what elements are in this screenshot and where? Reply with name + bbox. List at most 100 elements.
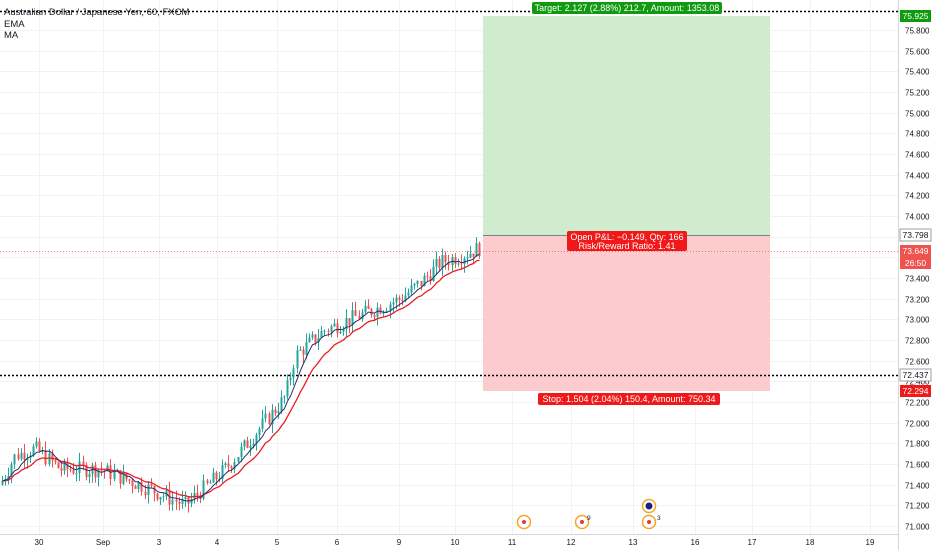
price-ticks: 75.800 75.600 75.400 75.200 75.000 74.800 74.6…	[905, 27, 930, 532]
candle-body	[159, 497, 162, 500]
entry-price-text: 73.798	[903, 230, 929, 240]
candle-body	[469, 253, 472, 258]
candle-body	[249, 445, 252, 448]
candle-body	[196, 492, 199, 496]
candle-body	[209, 482, 212, 484]
target-price-marker	[900, 10, 931, 22]
time-tick-label: 5	[275, 538, 280, 547]
candle-body	[376, 307, 379, 317]
candle-body	[240, 446, 243, 458]
candle-body	[385, 310, 388, 312]
price-axis[interactable]	[898, 0, 932, 550]
candle-body	[426, 275, 429, 277]
candle-body	[364, 305, 367, 313]
time-tick-label: 19	[866, 538, 875, 547]
candle-body	[330, 326, 333, 332]
candle-body	[435, 258, 438, 267]
candle-body	[26, 457, 29, 461]
candle-body	[17, 454, 20, 460]
candle-body	[336, 323, 339, 334]
stop-line-marker	[899, 368, 932, 382]
time-tick-label: 17	[748, 538, 757, 547]
candle-body	[323, 330, 326, 332]
candle-body	[472, 253, 475, 257]
candle-body	[51, 453, 54, 461]
candle-body	[94, 465, 97, 478]
stop-label-bg	[538, 393, 720, 405]
candle-body	[57, 462, 60, 469]
candle-body	[44, 450, 47, 465]
event-dot	[522, 520, 526, 524]
candle-body	[243, 440, 246, 447]
price-tick-label: 72.400	[905, 378, 930, 387]
candle-body	[342, 329, 345, 332]
candle-body	[175, 499, 178, 502]
candle-body	[277, 411, 280, 414]
legend-ma[interactable]: MA	[4, 30, 19, 41]
candle-body	[264, 413, 267, 419]
price-tick-label: 72.200	[905, 399, 930, 408]
candle-body	[475, 243, 478, 257]
candle-body	[75, 472, 78, 474]
candle-body	[413, 283, 416, 286]
time-tick-label: 11	[508, 538, 517, 547]
legend-ema[interactable]: EMA	[4, 18, 25, 30]
candle-body	[296, 350, 299, 369]
candle-body	[147, 484, 150, 495]
candle-body	[131, 480, 134, 487]
price-tick-label: 73.400	[905, 275, 930, 284]
candle-body	[100, 470, 103, 472]
candle-body	[10, 464, 13, 476]
candle-body	[237, 457, 240, 463]
time-tick-label: 4	[215, 538, 220, 547]
profit-zone[interactable]	[483, 16, 770, 235]
price-tick-label: 71.200	[905, 502, 930, 511]
candle-body	[268, 413, 271, 425]
candle-body	[348, 318, 351, 326]
candle-body	[48, 453, 51, 465]
price-tick-label: 74.400	[905, 172, 930, 181]
price-tick-label: 71.400	[905, 482, 930, 491]
current-price-text: 73.649	[903, 246, 929, 256]
candle-body	[407, 292, 410, 296]
candle-body	[171, 499, 174, 505]
candle-body	[420, 280, 423, 287]
price-tick-label: 75.400	[905, 68, 930, 77]
candle-body	[82, 461, 85, 466]
price-tick-label: 75.200	[905, 89, 930, 98]
candle-body	[178, 501, 181, 504]
time-tick-label: 3	[157, 538, 162, 547]
candle-body	[345, 318, 348, 330]
candle-body	[466, 257, 469, 259]
candle-body	[392, 302, 395, 305]
candle-body	[38, 441, 41, 452]
chart-title[interactable]: Australian Dollar / Japanese Yen, 60, FX…	[4, 7, 190, 18]
candle-body	[212, 472, 215, 483]
candle-body	[351, 310, 354, 326]
time-tick-label: 10	[451, 538, 460, 547]
loss-zone[interactable]	[483, 235, 770, 391]
candle-body	[361, 312, 364, 319]
chart-legend: Australian Dollar / Japanese Yen, 60, FX…	[4, 7, 189, 42]
candle-body	[140, 481, 143, 492]
candle-body	[478, 243, 481, 257]
price-tick-label: 75.000	[905, 110, 930, 119]
event-markers[interactable]: 9 3	[516, 498, 662, 530]
candle-body	[72, 469, 75, 474]
candle-body	[144, 491, 147, 495]
price-tick-label: 71.600	[905, 461, 930, 470]
risk-reward-label: Risk/Reward Ratio: 1.41	[578, 241, 675, 251]
countdown-text: 26:50	[905, 258, 927, 268]
event-dot	[580, 520, 584, 524]
candle-body	[317, 338, 320, 343]
candle-body	[224, 463, 227, 466]
candle-body	[447, 262, 450, 266]
candle-body	[1, 480, 4, 485]
price-tick-label: 73.000	[905, 316, 930, 325]
candle-body	[32, 446, 35, 456]
time-tick-label: 16	[691, 538, 700, 547]
candle-body	[181, 499, 184, 504]
candle-body	[463, 258, 466, 264]
candle-body	[119, 470, 122, 484]
